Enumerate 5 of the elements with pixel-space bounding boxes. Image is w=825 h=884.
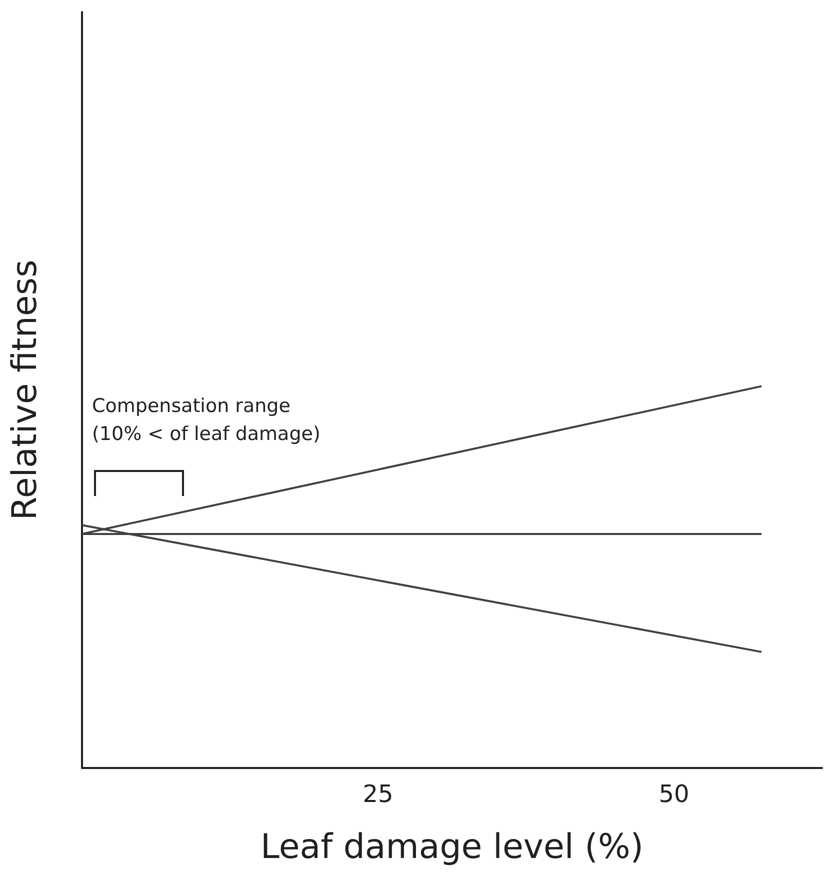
x-axis-title: Leaf damage level (%) — [260, 827, 644, 867]
annotation: Compensation range (10% < of leaf damage) — [92, 395, 320, 445]
x-tick-label: 50 — [658, 780, 690, 808]
x-tick-label: 25 — [362, 780, 394, 808]
y-axis-title: Relative fitness — [5, 260, 45, 520]
